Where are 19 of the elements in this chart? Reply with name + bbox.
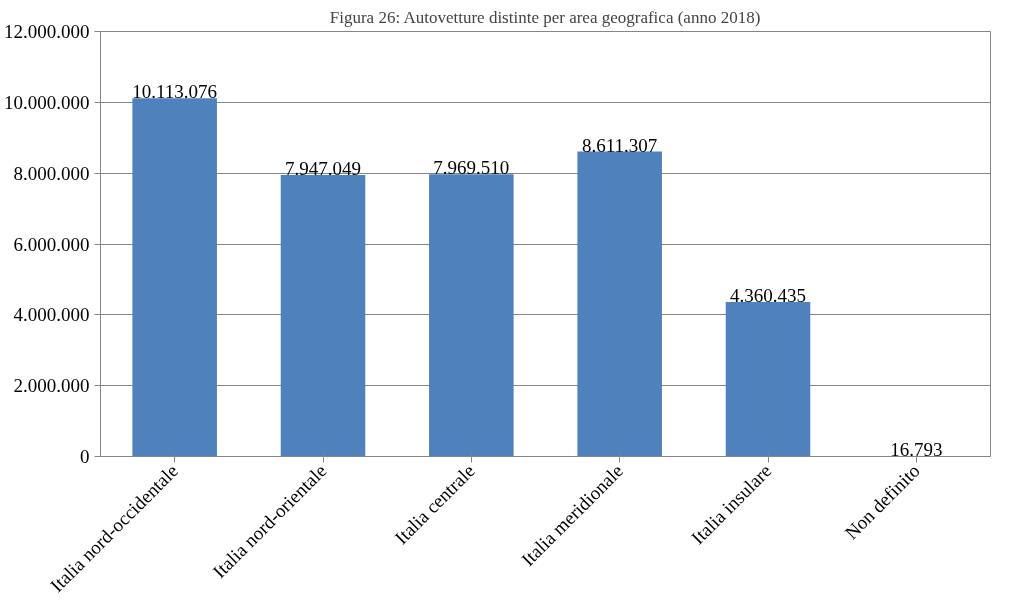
chart-title: Figura 26: Autovetture distinte per area geografica (anno 2018): [329, 7, 761, 27]
y-tick-label: 12.000.000: [4, 21, 90, 42]
data-label: 4.360.435: [730, 285, 806, 307]
data-label: 7.947.049: [285, 158, 361, 180]
bar: [577, 151, 662, 457]
bar: [132, 98, 217, 457]
data-label: 16.793: [890, 438, 943, 460]
y-tick-label: 0: [80, 446, 90, 467]
y-tick-label: 2.000.000: [13, 375, 90, 397]
y-tick-label: 10.000.000: [4, 91, 90, 113]
y-tick-label: 8.000.000: [13, 162, 90, 184]
y-tick-label: 6.000.000: [13, 233, 90, 255]
bar: [280, 175, 366, 457]
data-label: 7.969.510: [433, 157, 510, 179]
data-label: 10.113.076: [132, 81, 218, 103]
y-tick-label: 4.000.000: [13, 304, 90, 326]
bar: [429, 174, 514, 457]
data-label: 8.611.307: [582, 134, 658, 156]
bar: [725, 302, 811, 457]
